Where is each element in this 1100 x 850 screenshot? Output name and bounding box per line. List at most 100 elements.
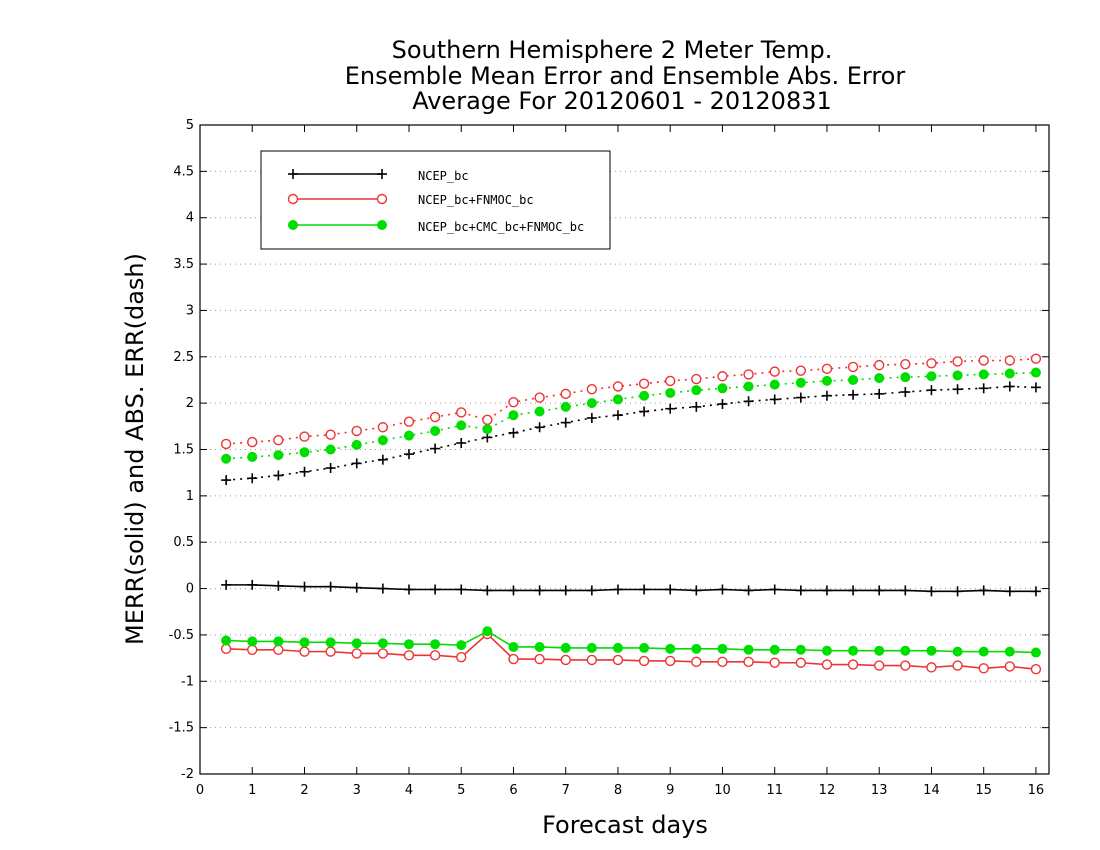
abs-err-point (429, 411, 441, 423)
merr-point (273, 580, 284, 591)
abs-err-point (612, 394, 623, 405)
abs-err-point (220, 438, 232, 450)
abs-err-point (1004, 368, 1015, 379)
merr-point (978, 646, 989, 657)
merr-point (586, 585, 597, 596)
merr-point (351, 638, 362, 649)
merr-point (926, 586, 937, 597)
abs-err-point (351, 439, 362, 450)
series-2 (220, 353, 1042, 675)
x-tick-label: 14 (923, 783, 940, 798)
abs-err-point (717, 371, 728, 382)
abs-err-point (665, 403, 676, 414)
abs-err-line (226, 357, 1036, 445)
merr-point (926, 662, 937, 673)
x-axis-label: Forecast days (542, 811, 708, 839)
x-tick-label: 0 (196, 783, 204, 798)
merr-point (534, 653, 545, 665)
legend-sample-2 (287, 193, 388, 205)
merr-point (247, 636, 258, 647)
abs-err-point (325, 429, 336, 440)
abs-err-point (482, 432, 493, 443)
abs-err-point (508, 410, 519, 421)
abs-err-point (534, 392, 545, 403)
merr-point (952, 660, 963, 671)
abs-err-point (665, 387, 676, 398)
abs-err-point (795, 377, 806, 388)
legend-marker (377, 220, 387, 230)
abs-err-point (377, 454, 388, 465)
abs-err-point (952, 370, 963, 381)
abs-err-point (691, 401, 702, 412)
merr-point (508, 653, 519, 665)
abs-err-point (926, 385, 937, 396)
abs-err-point (560, 401, 571, 412)
merr-point (900, 660, 911, 671)
merr-point (430, 584, 441, 595)
legend: NCEP_bc NCEP_bc+FNMOC_bc NCEP_bc+CMC_bc+… (260, 150, 611, 250)
merr-point (220, 643, 232, 655)
merr-point (900, 645, 911, 656)
y-axis-label: MERR(solid) and ABS. ERR(dash) (121, 253, 149, 645)
y-tick-label: 0.5 (173, 535, 194, 550)
merr-point (1004, 661, 1016, 672)
merr-point (1030, 664, 1042, 675)
abs-err-point (874, 359, 885, 371)
merr-point (638, 655, 650, 667)
abs-err-point (691, 373, 702, 385)
abs-err-point (1030, 382, 1041, 393)
merr-line (226, 584, 1036, 593)
abs-err-point (900, 359, 911, 370)
abs-err-point (403, 449, 414, 460)
title-line-1: Southern Hemisphere 2 Meter Temp. (392, 36, 833, 64)
merr-point (639, 584, 650, 595)
merr-point (508, 585, 519, 596)
abs-err-point (299, 447, 310, 458)
y-tick-label: 0 (186, 582, 194, 597)
y-tick-label: 5 (186, 118, 194, 133)
merr-point (821, 585, 832, 596)
merr-point (299, 646, 310, 657)
merr-point (534, 585, 545, 596)
abs-err-point (221, 475, 232, 486)
merr-point (1030, 586, 1041, 597)
y-tick-label: 1 (186, 489, 194, 504)
merr-point (874, 585, 885, 596)
abs-err-point (325, 463, 336, 474)
abs-err-point (247, 436, 258, 448)
abs-err-point (926, 371, 937, 382)
y-tick-label: 4.5 (173, 164, 194, 179)
merr-point (743, 656, 754, 668)
merr-point (273, 636, 284, 647)
abs-err-point (247, 451, 258, 462)
merr-point (456, 640, 467, 651)
abs-err-point (456, 407, 467, 418)
merr-point (900, 585, 911, 596)
merr-point (403, 650, 415, 661)
merr-point (743, 585, 754, 596)
merr-point (952, 646, 963, 657)
merr-point (351, 648, 362, 659)
x-tick-label: 13 (871, 783, 888, 798)
axis-ticks: -2-1.5-1-0.500.511.522.533.544.550 1 2 3 4 5 6… (169, 118, 1049, 798)
abs-err-point (848, 374, 859, 385)
y-tick-label: 4 (186, 211, 194, 226)
abs-err-point (848, 389, 859, 400)
abs-err-point (821, 375, 832, 386)
y-tick-label: 3 (186, 303, 194, 318)
x-tick-label: 7 (562, 783, 570, 798)
abs-err-point (430, 425, 441, 436)
abs-err-point (403, 416, 415, 427)
abs-err-point (560, 417, 571, 428)
x-tick-label: 15 (975, 783, 992, 798)
legend-marker (288, 169, 298, 179)
merr-point (691, 643, 702, 654)
merr-point (560, 585, 571, 596)
abs-err-point (1030, 353, 1042, 364)
merr-point (717, 656, 728, 668)
abs-err-point (586, 398, 597, 409)
merr-point (874, 645, 885, 656)
abs-err-point (403, 430, 414, 441)
